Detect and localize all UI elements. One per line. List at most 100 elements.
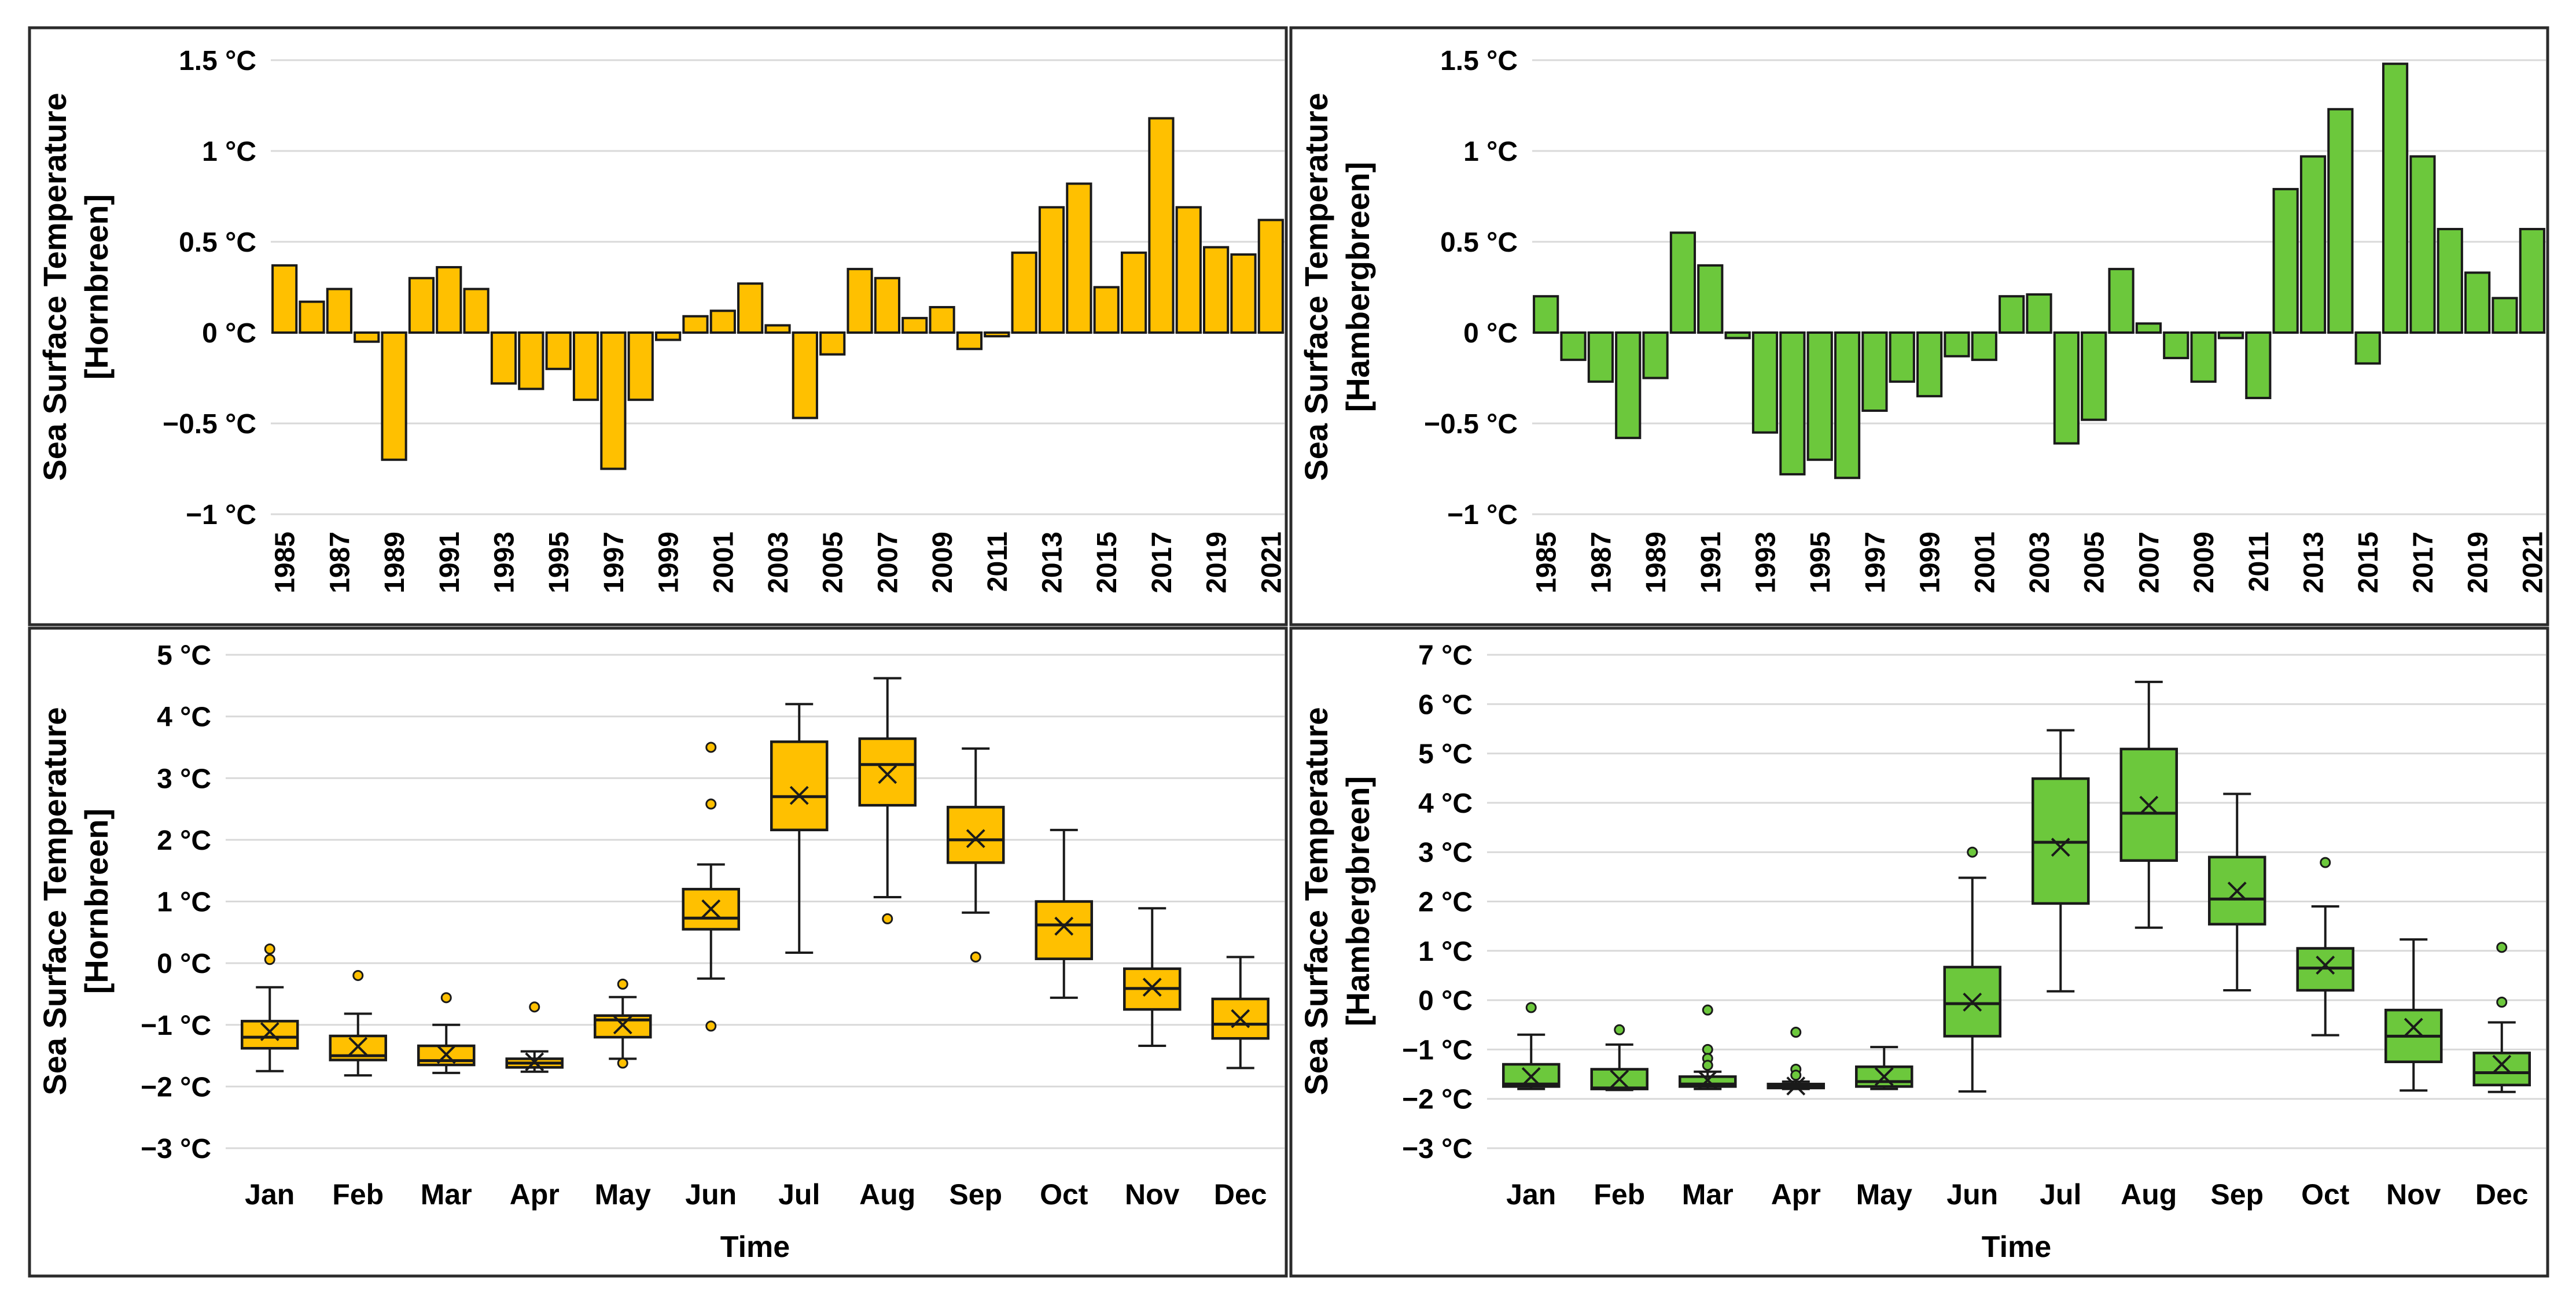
bar-2021 bbox=[2519, 228, 2545, 334]
bar-1989 bbox=[1642, 331, 1669, 379]
bar-2007 bbox=[2135, 322, 2162, 334]
y-tick-label: −3 °C bbox=[141, 1134, 211, 1164]
iqr-box bbox=[770, 740, 829, 832]
plot-area: 5 °C 4 °C 3 °C 2 °C 1 °C 0 °C −1 °C −2 °C −3 °C J… bbox=[141, 640, 1285, 1211]
y-tick-label: 2 °C bbox=[1418, 887, 1473, 918]
x-tick-label: 1987 bbox=[1586, 532, 1617, 593]
mean-marker bbox=[1963, 993, 1982, 1012]
y-tick-label: 1.5 °C bbox=[1440, 46, 1518, 76]
bar-1992 bbox=[463, 287, 490, 334]
y-axis-title-line1: Sea Surface Temperature bbox=[36, 93, 73, 481]
box-Mar bbox=[1679, 1004, 1737, 1090]
bar-2020 bbox=[2492, 297, 2518, 334]
outlier bbox=[882, 913, 893, 924]
bar-1987 bbox=[326, 287, 352, 334]
x-tick-label: May bbox=[1856, 1178, 1912, 1211]
bar-2006 bbox=[847, 268, 873, 334]
y-tick-label: 1 °C bbox=[202, 137, 256, 167]
mean-marker bbox=[1521, 1067, 1541, 1086]
y-tick-label: 5 °C bbox=[1418, 739, 1473, 770]
bar-2014 bbox=[1066, 182, 1092, 334]
x-tick-label: 1991 bbox=[435, 532, 465, 593]
x-tick-label: 2019 bbox=[1202, 532, 1232, 593]
x-tick-label: 2017 bbox=[1147, 532, 1177, 593]
bar-2020 bbox=[1230, 253, 1257, 334]
x-tick-label: Feb bbox=[1594, 1178, 1645, 1211]
x-tick-label: 2013 bbox=[1037, 532, 1068, 593]
bar-2021 bbox=[1257, 219, 1284, 334]
bar-1993 bbox=[490, 331, 517, 385]
x-tick-label: 2001 bbox=[1970, 532, 2000, 593]
y-tick-label: −1 °C bbox=[186, 500, 256, 530]
box-Jun bbox=[682, 742, 740, 1032]
x-tick-label: 2021 bbox=[2518, 532, 2548, 593]
bar-1998 bbox=[627, 331, 654, 401]
x-tick-label: 2009 bbox=[928, 532, 958, 593]
bar-2002 bbox=[1999, 295, 2025, 334]
mean-marker bbox=[2227, 882, 2247, 901]
bar-1990 bbox=[408, 276, 435, 334]
outlier bbox=[1702, 1060, 1713, 1071]
y-tick-label: −1 °C bbox=[1402, 1035, 1473, 1065]
bar-2019 bbox=[1203, 246, 1230, 334]
bar-2017 bbox=[1148, 117, 1175, 334]
bar-1988 bbox=[354, 331, 380, 343]
bar-1986 bbox=[299, 300, 325, 334]
bar-2014 bbox=[2327, 108, 2354, 334]
bar-2017 bbox=[2409, 155, 2436, 334]
plot-area: 7 °C 6 °C 5 °C 4 °C 3 °C 2 °C 1 °C 0 °C −1 °C −2 … bbox=[1402, 640, 2546, 1211]
y-tick-label: 6 °C bbox=[1418, 689, 1473, 720]
x-tick-label: 1987 bbox=[325, 532, 355, 593]
panel-frame bbox=[28, 626, 1288, 1278]
bar-2001 bbox=[709, 309, 736, 334]
iqr-box bbox=[1035, 900, 1093, 960]
y-tick-label: 0 °C bbox=[1418, 986, 1473, 1016]
box-Aug bbox=[2119, 680, 2178, 929]
x-tick-label: 1999 bbox=[1915, 532, 1946, 593]
outlier bbox=[264, 943, 275, 955]
chart-hornbreen-monthly-box: Sea Surface Temperature [Hornbreen] Time… bbox=[28, 626, 1288, 1278]
x-axis-title: Time bbox=[1982, 1230, 2051, 1264]
bar-2009 bbox=[2190, 331, 2217, 383]
x-tick-label: Jun bbox=[685, 1178, 737, 1211]
x-tick-label: 2001 bbox=[708, 532, 739, 593]
mean-marker bbox=[2404, 1017, 2423, 1037]
bar-2004 bbox=[2053, 331, 2080, 445]
x-tick-label: Apr bbox=[1771, 1178, 1821, 1211]
outlier bbox=[2496, 942, 2508, 953]
mean-marker bbox=[2051, 838, 2070, 857]
x-tick-label: 2003 bbox=[763, 532, 794, 593]
mean-marker bbox=[1231, 1009, 1250, 1028]
x-tick-label: 1985 bbox=[270, 532, 301, 593]
mean-marker bbox=[2316, 956, 2335, 975]
bar-1995 bbox=[1806, 331, 1833, 461]
bar-2011 bbox=[2245, 331, 2272, 400]
box-Jul bbox=[770, 703, 829, 954]
chart-hambergbreen-monthly-box: Sea Surface Temperature [Hambergbreen] T… bbox=[1289, 626, 2549, 1278]
iqr-box bbox=[947, 806, 1005, 864]
bar-2007 bbox=[874, 276, 901, 334]
outlier bbox=[617, 978, 628, 990]
x-tick-label: Oct bbox=[1040, 1178, 1088, 1211]
bar-1997 bbox=[600, 331, 627, 470]
y-axis-title-line2: [Hornbreen] bbox=[78, 194, 115, 379]
box-Nov bbox=[2384, 938, 2443, 1092]
bar-2000 bbox=[1944, 331, 1970, 357]
chart-hambergbreen-annual-bar: Sea Surface Temperature [Hambergbreen] 1… bbox=[1289, 26, 2549, 626]
x-tick-label: May bbox=[595, 1178, 651, 1211]
y-tick-label: −0.5 °C bbox=[163, 409, 256, 440]
box-Sep bbox=[2208, 792, 2266, 992]
bar-1987 bbox=[1587, 331, 1614, 383]
y-tick-label: −2 °C bbox=[141, 1072, 211, 1102]
x-tick-label: Feb bbox=[332, 1178, 384, 1211]
y-tick-label: 3 °C bbox=[1418, 838, 1473, 868]
y-tick-label: 7 °C bbox=[1418, 640, 1473, 671]
iqr-box bbox=[241, 1020, 299, 1050]
y-axis-title-line2: [Hambergbreen] bbox=[1339, 776, 1376, 1027]
bar-1990 bbox=[1669, 231, 1697, 334]
mean-marker bbox=[1054, 916, 1074, 936]
box-Apr bbox=[1767, 1027, 1825, 1096]
x-tick-label: 2021 bbox=[1256, 532, 1287, 593]
box-Mar bbox=[417, 992, 476, 1074]
mean-marker bbox=[1610, 1070, 1629, 1089]
